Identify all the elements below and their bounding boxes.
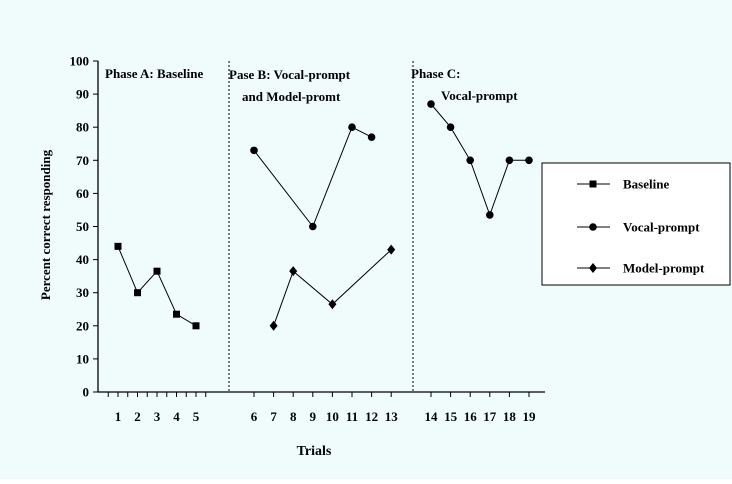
legend-marker	[589, 223, 597, 231]
x-tick-label: 9	[310, 409, 317, 424]
x-tick-label: 18	[503, 409, 517, 424]
x-tick-label: 4	[173, 409, 180, 424]
legend-marker	[589, 263, 597, 273]
x-tick-label: 13	[385, 409, 399, 424]
x-tick-label: 12	[365, 409, 378, 424]
y-tick-label: 20	[76, 318, 89, 333]
data-point	[328, 299, 337, 310]
legend-label: Model-prompt	[623, 261, 705, 276]
y-tick-label: 100	[70, 54, 90, 69]
data-point	[173, 310, 180, 318]
data-point	[525, 156, 533, 165]
x-tick-label: 17	[483, 409, 497, 424]
x-tick-label: 8	[290, 409, 297, 424]
x-tick-label: 11	[346, 409, 358, 424]
legend-label: Vocal-prompt	[623, 220, 700, 235]
legend-marker	[589, 180, 597, 188]
y-tick-label: 80	[76, 120, 89, 135]
data-point	[466, 156, 475, 165]
data-point	[114, 242, 122, 250]
x-tick-label: 19	[523, 409, 537, 424]
phase-b-label-line2: and Model-promt	[242, 89, 341, 104]
data-point	[134, 289, 141, 297]
y-tick-label: 30	[76, 285, 89, 300]
data-point	[250, 146, 258, 155]
y-tick-label: 10	[76, 351, 89, 366]
data-point	[387, 244, 396, 255]
data-point	[486, 211, 494, 219]
series-model-prompt	[269, 244, 396, 331]
legend-item: Baseline	[577, 177, 669, 192]
series-line	[273, 249, 392, 326]
series-baseline	[114, 242, 200, 330]
y-tick-label: 50	[76, 219, 89, 234]
phase-a-label: Phase A: Baseline	[105, 66, 203, 81]
data-point	[269, 320, 278, 331]
x-tick-label: 5	[193, 409, 200, 424]
x-tick-label: 6	[251, 409, 258, 424]
legend: Baseline Vocal-prompt Model-prompt	[541, 162, 731, 286]
x-tick-label: 7	[270, 409, 277, 424]
data-point	[309, 222, 317, 231]
y-tick-label: 70	[76, 153, 89, 168]
x-tick-label: 14	[425, 409, 439, 424]
data-point	[153, 267, 161, 275]
data-point	[427, 100, 435, 108]
series-line	[253, 126, 372, 228]
y-tick-label: 40	[76, 252, 89, 267]
y-tick-label: 90	[76, 87, 89, 102]
legend-item: Model-prompt	[577, 261, 705, 276]
phase-c-label-line1: Phase C:	[411, 66, 460, 81]
data-point	[505, 156, 514, 165]
y-axis-title: Percent correct responding	[38, 149, 53, 300]
x-tick-label: 3	[154, 409, 161, 424]
series-vocal-prompt	[250, 100, 533, 231]
x-tick-label: 10	[326, 409, 339, 424]
y-tick-label: 0	[83, 385, 90, 400]
data-point	[446, 123, 455, 131]
data-point	[348, 123, 356, 131]
x-tick-label: 16	[464, 409, 478, 424]
x-tick-label: 1	[115, 409, 122, 424]
x-tick-label: 15	[444, 409, 458, 424]
x-axis-title: Trials	[297, 444, 332, 459]
data-point	[289, 266, 298, 277]
phase-b-label-line1: Pase B: Vocal-prompt	[229, 67, 351, 82]
legend-item: Vocal-prompt	[577, 220, 700, 235]
y-tick-label: 60	[76, 186, 89, 201]
legend-box	[541, 162, 731, 286]
legend-label: Baseline	[623, 177, 669, 192]
phase-c-label-line2: Vocal-prompt	[441, 88, 518, 103]
data-point	[192, 322, 200, 330]
x-tick-label: 2	[134, 409, 141, 424]
data-point	[367, 133, 376, 141]
